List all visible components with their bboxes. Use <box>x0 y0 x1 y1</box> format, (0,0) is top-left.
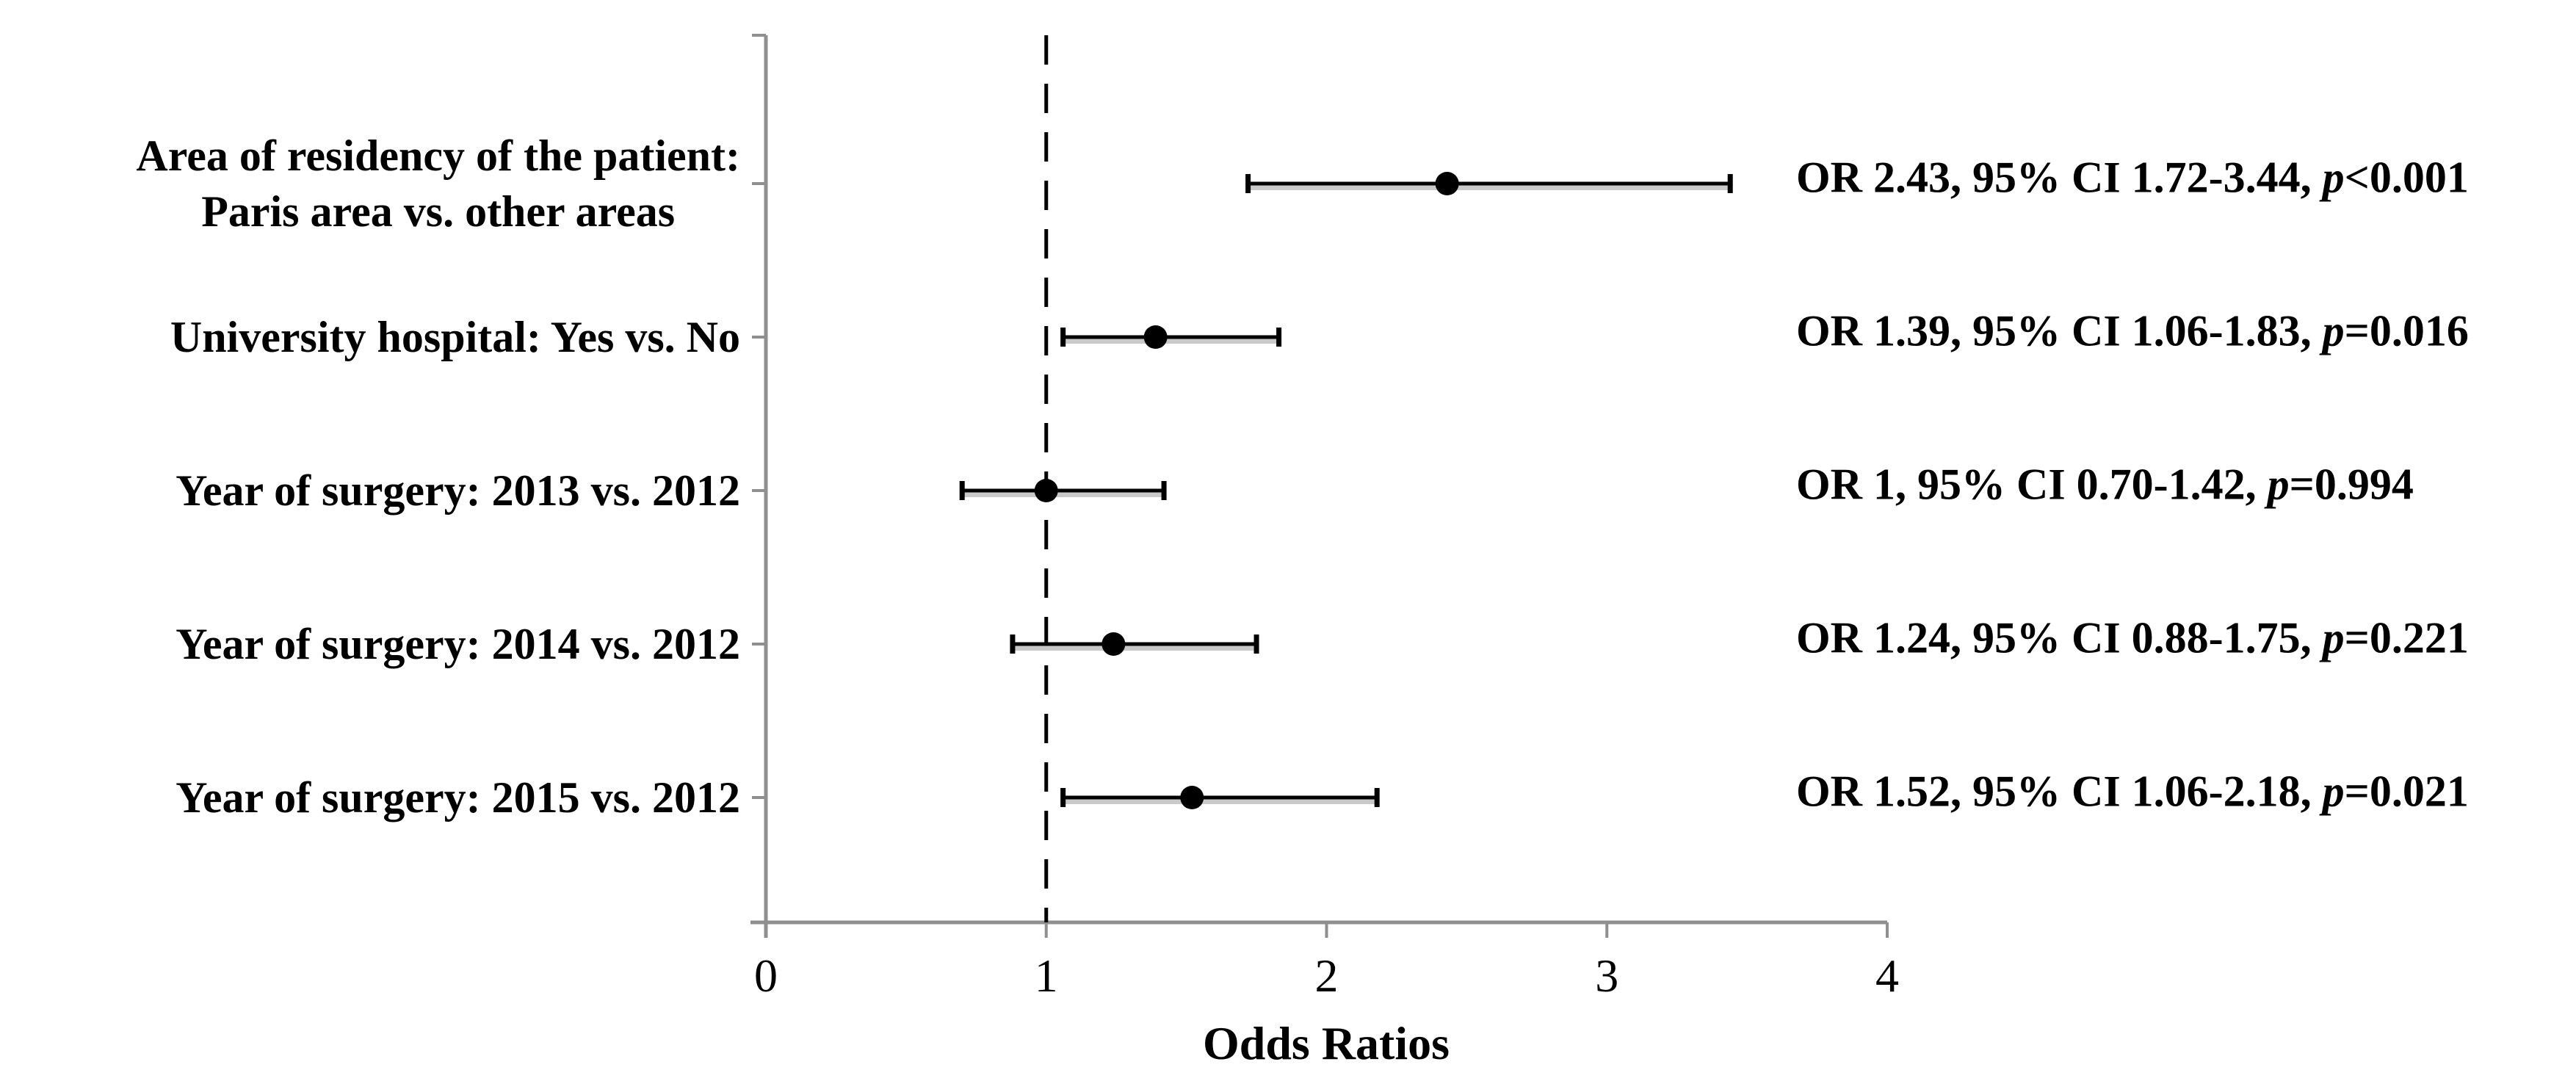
x-tick-label: 4 <box>1875 950 1899 1002</box>
or-marker <box>1101 632 1126 656</box>
annotation-p-symbol: p <box>2267 460 2290 509</box>
annotation: OR 1.52, 95% CI 1.06-2.18, p=0.021 <box>1796 767 2469 817</box>
row-label-line: Year of surgery: 2013 vs. 2012 <box>176 466 740 515</box>
annotation: OR 1, 95% CI 0.70-1.42, p=0.994 <box>1796 460 2414 510</box>
row-label-line: Paris area vs. other areas <box>201 187 676 236</box>
row-label: Year of surgery: 2015 vs. 2012 <box>176 770 740 825</box>
annotation-p-value: =0.994 <box>2289 460 2414 509</box>
row-label-line: Year of surgery: 2015 vs. 2012 <box>176 773 740 822</box>
row-label: University hospital: Yes vs. No <box>170 309 740 365</box>
annotation-p-symbol: p <box>2322 767 2345 816</box>
x-tick-label: 2 <box>1314 950 1339 1002</box>
annotation-p-symbol: p <box>2322 613 2345 662</box>
annotation-p-symbol: p <box>2322 306 2345 355</box>
annotation-p-symbol: p <box>2322 153 2345 202</box>
or-marker <box>1180 786 1204 809</box>
annotation: OR 1.24, 95% CI 0.88-1.75, p=0.221 <box>1796 613 2469 664</box>
or-marker <box>1435 172 1459 195</box>
x-axis-title: Odds Ratios <box>1202 1017 1450 1069</box>
annotation-or-ci: OR 1.39, 95% CI 1.06-1.83, <box>1796 306 2323 355</box>
annotation-p-value: =0.016 <box>2344 306 2469 355</box>
annotation-or-ci: OR 1, 95% CI 0.70-1.42, <box>1796 460 2268 509</box>
row-label-line: Year of surgery: 2014 vs. 2012 <box>176 620 740 668</box>
annotation-or-ci: OR 2.43, 95% CI 1.72-3.44, <box>1796 153 2323 202</box>
row-label-line: University hospital: Yes vs. No <box>170 313 740 361</box>
x-tick-label: 0 <box>754 950 778 1002</box>
annotation-p-value: =0.021 <box>2344 767 2469 816</box>
row-label-line: Area of residency of the patient: <box>136 131 740 180</box>
x-tick-label: 3 <box>1595 950 1619 1002</box>
annotation: OR 2.43, 95% CI 1.72-3.44, p<0.001 <box>1796 153 2469 203</box>
annotation-p-value: <0.001 <box>2344 153 2469 202</box>
annotation-p-value: =0.221 <box>2344 613 2469 662</box>
row-label: Year of surgery: 2013 vs. 2012 <box>176 463 740 518</box>
annotation-or-ci: OR 1.52, 95% CI 1.06-2.18, <box>1796 767 2323 816</box>
annotation: OR 1.39, 95% CI 1.06-1.83, p=0.016 <box>1796 306 2469 357</box>
row-label: Year of surgery: 2014 vs. 2012 <box>176 616 740 672</box>
row-label: Area of residency of the patient: Paris a… <box>136 128 740 239</box>
or-marker <box>1034 479 1058 502</box>
annotation-or-ci: OR 1.24, 95% CI 0.88-1.75, <box>1796 613 2323 662</box>
x-tick-label: 1 <box>1034 950 1058 1002</box>
or-marker <box>1143 325 1168 349</box>
